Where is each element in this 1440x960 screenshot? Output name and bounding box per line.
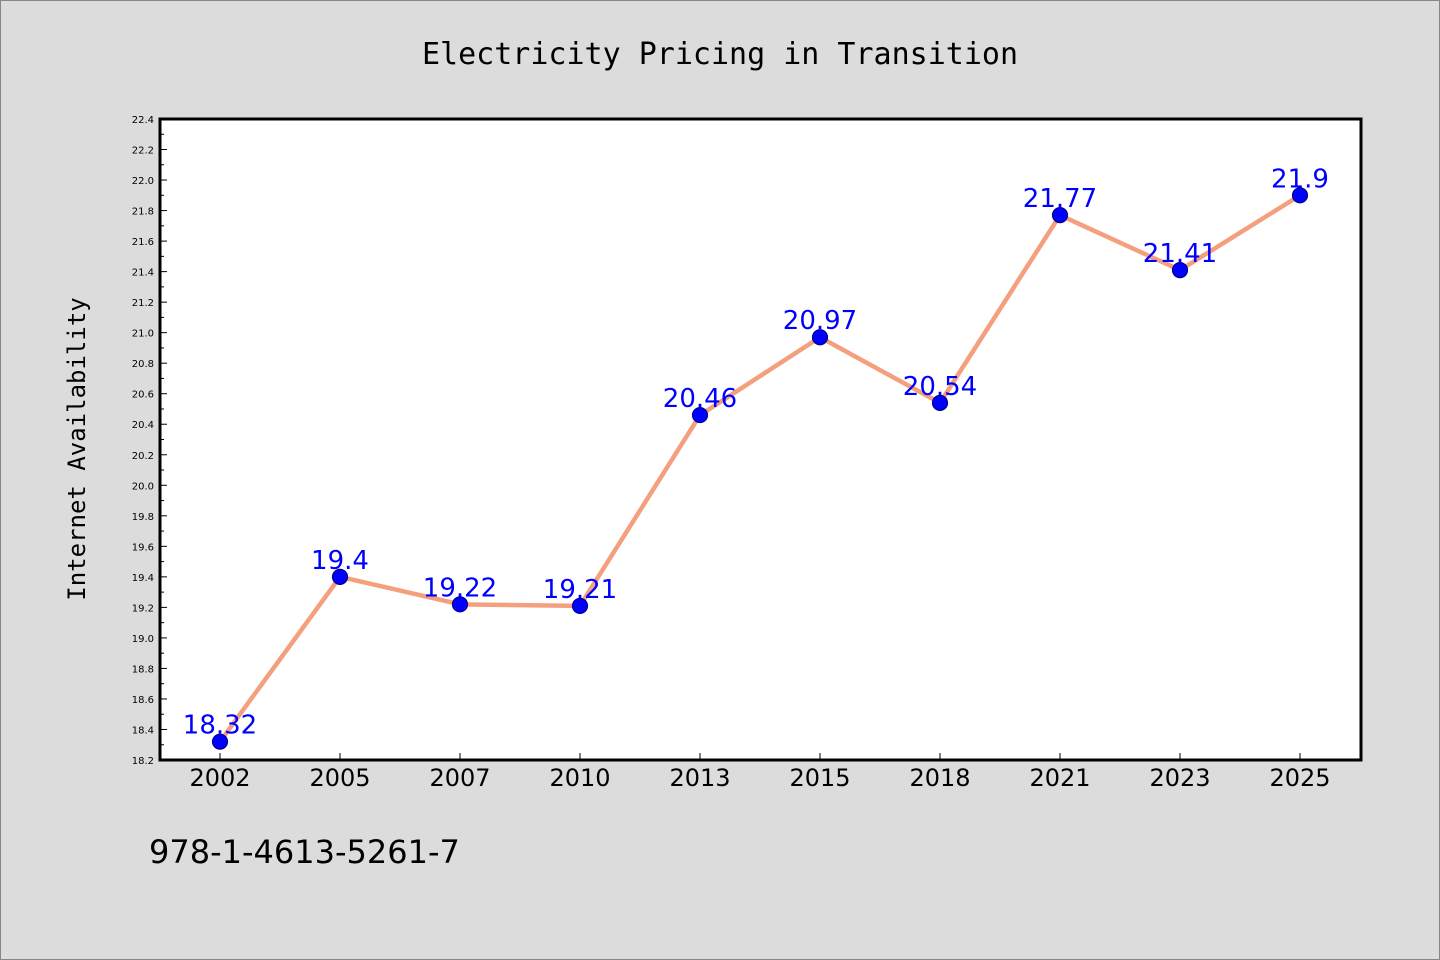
plot-area (160, 119, 1361, 760)
plot-frame (158, 117, 1363, 762)
data-label: 20.54 (903, 372, 977, 402)
y-tick-label: 21.2 (132, 298, 154, 309)
y-tick-label: 20.2 (132, 451, 154, 462)
y-tick-label: 22.4 (132, 115, 154, 126)
data-label: 19.21 (543, 575, 617, 605)
data-label: 20.97 (783, 306, 857, 336)
data-label: 21.41 (1143, 239, 1217, 269)
data-point-marker (1171, 261, 1189, 279)
series-layer (211, 187, 1309, 750)
y-tick-label: 22.0 (132, 176, 154, 187)
data-point-marker (1051, 207, 1069, 224)
y-tick-label: 20.8 (132, 359, 154, 370)
y-tick-label: 20.6 (132, 390, 154, 401)
data-label: 21.9 (1271, 164, 1329, 194)
x-tick-label: 2015 (789, 764, 850, 792)
x-tick-label: 2018 (909, 764, 970, 792)
y-tick-label: 19.6 (132, 542, 154, 553)
data-point-marker (1291, 187, 1309, 204)
y-tick-label: 21.4 (132, 268, 154, 279)
data-point-marker (931, 394, 949, 411)
y-tick-label: 19.0 (132, 634, 154, 645)
x-tick-label: 2023 (1149, 764, 1210, 792)
x-tick-label: 2005 (309, 764, 370, 792)
data-label: 19.4 (311, 546, 369, 576)
y-tick-label: 18.6 (132, 695, 154, 706)
data-label: 21.77 (1023, 184, 1097, 214)
data-point-marker (571, 597, 589, 614)
data-point-marker (451, 596, 469, 613)
x-tick-label: 2002 (189, 764, 250, 792)
x-tick-label: 2021 (1029, 764, 1090, 792)
data-label: 18.32 (183, 711, 257, 741)
data-point-marker (691, 406, 709, 424)
y-tick-label: 18.8 (132, 664, 154, 675)
y-tick-label: 21.0 (132, 329, 154, 340)
chart-title: Electricity Pricing in Transition (422, 37, 1018, 72)
x-tick-label: 2010 (549, 764, 610, 792)
y-tick-label: 21.6 (132, 237, 154, 248)
axes-layer: 18.2 18.4 18.6 18.8 19.0 19.2 19.4 19.6 19.8 20.0… (132, 115, 1331, 792)
y-tick-label: 21.8 (132, 207, 154, 218)
series-line (217, 193, 1303, 744)
y-tick-label: 19.4 (132, 573, 154, 584)
y-tick-label: 20.4 (132, 420, 154, 431)
x-tick-label: 2007 (429, 764, 490, 792)
x-tick-label: 2025 (1269, 764, 1330, 792)
data-point-marker (811, 329, 829, 346)
data-point-marker (211, 733, 229, 750)
y-tick-label: 19.8 (132, 512, 154, 523)
y-tick-label: 22.2 (132, 146, 154, 157)
y-tick-label: 18.4 (132, 725, 154, 736)
y-tick-label: 18.2 (132, 756, 154, 767)
x-tick-label: 2013 (669, 764, 730, 792)
data-point-marker (331, 568, 349, 585)
data-labels-layer: 18.32 19.4 19.22 19.21 20.46 20.97 20.54 21.77 2… (183, 164, 1329, 740)
y-tick-label: 19.2 (132, 603, 154, 614)
y-axis-label: Internet Availability (63, 297, 91, 600)
data-label: 19.22 (423, 573, 497, 603)
data-label: 20.46 (663, 384, 737, 414)
isbn-text: 978-1-4613-5261-7 (149, 833, 460, 871)
y-tick-label: 20.0 (132, 481, 154, 492)
